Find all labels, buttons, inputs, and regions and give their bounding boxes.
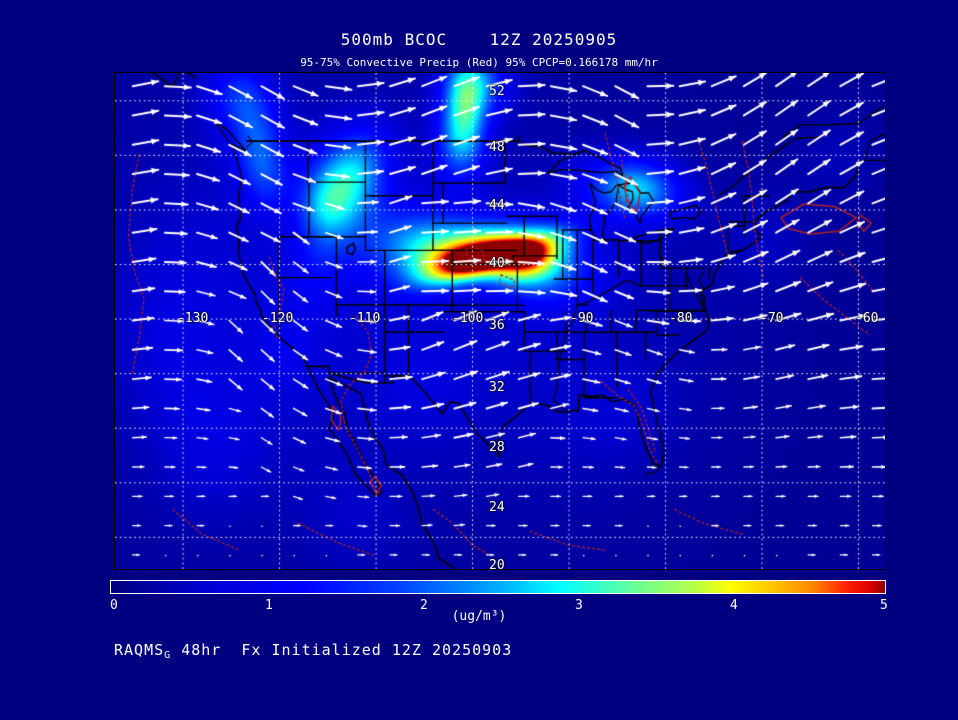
lon-label--80: -80 <box>669 311 693 326</box>
colorbar-tick-3: 3 <box>575 598 583 613</box>
chart-title: 500mb BCOC 12Z 20250905 <box>340 30 618 49</box>
lat-label-20: 20 <box>489 558 505 573</box>
footer-detail: 48hr Fx Initialized 12Z 20250903 <box>171 641 513 659</box>
lat-label-48: 48 <box>489 140 505 155</box>
colorbar-unit-label: (ug/m³) <box>451 609 507 624</box>
lon-label--130: -130 <box>177 311 209 326</box>
colorbar-tick-1: 1 <box>265 598 273 613</box>
colorbar-tick-2: 2 <box>420 598 428 613</box>
lon-label--120: -120 <box>262 311 294 326</box>
lat-label-32: 32 <box>489 380 505 395</box>
lon-label--110: -110 <box>349 311 381 326</box>
lat-label-44: 44 <box>489 198 505 213</box>
lon-label--90: -90 <box>570 311 594 326</box>
colorbar-tick-0: 0 <box>110 598 118 613</box>
lat-label-52: 52 <box>489 84 505 99</box>
colorbar-tick-5: 5 <box>880 598 888 613</box>
lat-label-28: 28 <box>489 440 505 455</box>
model-footer: RAQMSG 48hr Fx Initialized 12Z 20250903 <box>114 641 512 661</box>
chart-subtitle: 95-75% Convective Precip (Red) 95% CPCP=… <box>300 56 658 69</box>
colorbar-tick-4: 4 <box>730 598 738 613</box>
map-plot-area <box>114 72 886 570</box>
lon-label--70: -70 <box>760 311 784 326</box>
map-overlay-layer <box>115 73 885 569</box>
lat-label-24: 24 <box>489 500 505 515</box>
model-subscript: G <box>164 650 172 661</box>
lat-label-36: 36 <box>489 318 505 333</box>
colorbar-gradient <box>110 580 886 594</box>
lon-label--60: -60 <box>855 311 879 326</box>
lat-label-40: 40 <box>489 256 505 271</box>
model-name: RAQMS <box>114 641 165 659</box>
colorbar <box>110 580 886 594</box>
lon-label--100: -100 <box>452 311 484 326</box>
